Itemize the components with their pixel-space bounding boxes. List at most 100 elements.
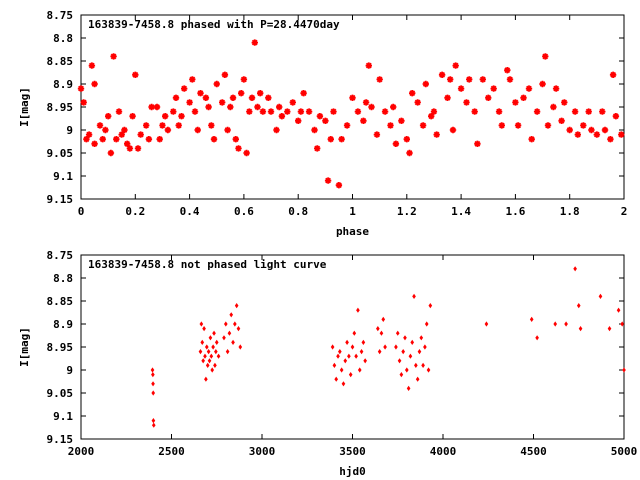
data-point bbox=[330, 344, 335, 350]
data-point bbox=[330, 108, 337, 115]
y-tick-label: 9.15 bbox=[47, 193, 74, 206]
data-point bbox=[360, 117, 367, 124]
data-point bbox=[620, 321, 625, 327]
data-point bbox=[102, 126, 109, 134]
x-tick-label: 0.2 bbox=[125, 205, 145, 218]
data-point bbox=[349, 94, 356, 101]
data-point bbox=[398, 117, 405, 124]
data-point bbox=[406, 385, 411, 391]
data-point bbox=[204, 376, 208, 382]
data-point bbox=[428, 113, 435, 120]
data-point bbox=[588, 126, 595, 134]
data-point bbox=[354, 353, 358, 359]
data-point bbox=[214, 349, 218, 355]
data-point bbox=[576, 303, 581, 309]
data-point bbox=[343, 358, 348, 364]
data-point bbox=[170, 108, 177, 115]
x-tick-label: 2500 bbox=[158, 445, 185, 458]
data-point bbox=[354, 108, 362, 115]
data-point bbox=[466, 76, 473, 83]
data-point bbox=[410, 339, 415, 345]
axis-ticks bbox=[80, 254, 625, 440]
data-point bbox=[512, 99, 519, 106]
data-point bbox=[332, 362, 337, 368]
x-tick-label: 2 bbox=[621, 205, 628, 218]
data-point bbox=[539, 80, 546, 88]
x-tick-labels: 2000 2500 3000 3500 4000 4500 5000 bbox=[68, 445, 638, 458]
data-point bbox=[430, 108, 438, 115]
data-point bbox=[105, 113, 112, 120]
y-tick-label: 8.85 bbox=[47, 55, 74, 68]
data-point bbox=[359, 349, 364, 355]
data-point bbox=[387, 122, 394, 129]
data-point bbox=[457, 85, 465, 92]
y-axis-label: I[mag] bbox=[18, 87, 31, 127]
data-point bbox=[267, 108, 275, 115]
data-point bbox=[622, 367, 626, 373]
data-point bbox=[148, 103, 155, 111]
data-point bbox=[428, 303, 433, 309]
x-tick-label: 0.8 bbox=[288, 205, 308, 218]
data-point bbox=[91, 80, 98, 88]
data-point bbox=[352, 330, 357, 336]
data-point bbox=[362, 99, 370, 106]
data-point bbox=[99, 136, 106, 143]
data-point bbox=[379, 330, 384, 336]
data-point bbox=[221, 71, 229, 78]
data-point bbox=[495, 108, 503, 115]
data-point bbox=[295, 117, 302, 124]
x-tick-label: 4500 bbox=[520, 445, 547, 458]
data-point bbox=[254, 103, 261, 111]
data-point bbox=[399, 372, 404, 378]
data-point bbox=[284, 108, 291, 115]
x-tick-label: 1 bbox=[349, 205, 356, 218]
data-point bbox=[300, 90, 307, 97]
data-point bbox=[550, 103, 557, 111]
data-point bbox=[238, 90, 245, 97]
x-tick-label: 5000 bbox=[611, 445, 638, 458]
data-point bbox=[121, 126, 128, 134]
data-point bbox=[257, 90, 264, 97]
data-point bbox=[202, 94, 210, 101]
data-point bbox=[236, 326, 241, 332]
data-point bbox=[463, 99, 470, 106]
data-point bbox=[172, 94, 180, 101]
data-point bbox=[341, 381, 346, 387]
data-point bbox=[598, 293, 603, 299]
data-point bbox=[85, 131, 93, 138]
data-point bbox=[129, 113, 136, 120]
data-point bbox=[234, 303, 239, 309]
data-point bbox=[414, 362, 418, 368]
data-point bbox=[202, 326, 206, 332]
x-tick-label: 1.2 bbox=[397, 205, 417, 218]
data-point bbox=[145, 136, 153, 143]
data-point bbox=[229, 312, 234, 318]
data-point bbox=[404, 367, 409, 373]
data-point bbox=[525, 85, 533, 92]
data-point bbox=[498, 122, 505, 129]
x-axis-label: phase bbox=[336, 225, 369, 238]
data-point bbox=[175, 122, 182, 129]
data-point bbox=[520, 94, 527, 101]
data-point bbox=[578, 326, 583, 332]
data-point bbox=[419, 122, 427, 129]
data-point bbox=[229, 94, 237, 101]
data-point bbox=[484, 321, 489, 327]
data-point bbox=[433, 131, 440, 138]
data-point bbox=[334, 376, 339, 382]
y-tick-label: 9 bbox=[66, 364, 73, 377]
data-point bbox=[216, 353, 221, 359]
data-point bbox=[316, 113, 324, 120]
data-point bbox=[232, 136, 239, 143]
data-point bbox=[126, 145, 134, 152]
y-tick-label: 8.95 bbox=[47, 101, 74, 114]
data-point bbox=[206, 349, 211, 355]
data-point bbox=[449, 126, 457, 134]
data-point bbox=[137, 131, 144, 138]
data-point bbox=[447, 76, 454, 83]
x-tick-label: 0.4 bbox=[180, 205, 200, 218]
data-point bbox=[348, 372, 353, 378]
y-tick-label: 8.75 bbox=[47, 249, 74, 262]
data-point bbox=[376, 326, 380, 332]
data-point bbox=[327, 136, 334, 143]
